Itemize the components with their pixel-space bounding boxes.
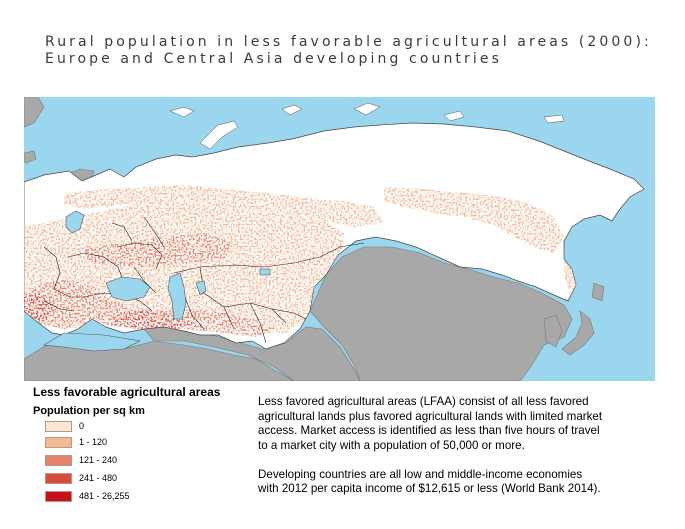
inland-seas (43, 210, 271, 352)
legend-title: Less favorable agricultural areas (33, 385, 221, 399)
map-title: Rural population in less favorable agric… (45, 34, 675, 68)
note-line: with 2012 per capita income of $12,615 o… (258, 482, 601, 495)
non-eca-land (24, 97, 605, 381)
legend-subtitle: Population per sq km (33, 405, 145, 417)
note-line: Less favored agricultural areas (LFAA) c… (258, 395, 589, 408)
map-title-line-2: Europe and Central Asia developing count… (45, 51, 502, 67)
map-panel[interactable] (24, 97, 655, 381)
legend-label-0: 0 (79, 421, 85, 431)
legend-label-1: 1 - 120 (79, 437, 108, 447)
note-lfaa-definition: Less favored agricultural areas (LFAA) c… (258, 395, 678, 453)
map-canvas (24, 97, 655, 381)
arctic-islands (169, 102, 565, 150)
note-line: access. Market access is identified as l… (258, 424, 600, 437)
map-title-line-1: Rural population in less favorable agric… (45, 34, 652, 50)
note-line: agricultural lands plus favored agricult… (258, 409, 603, 423)
legend-label-4: 481 - 26,255 (79, 491, 130, 501)
note-line: to a market city with a population of 50… (258, 438, 525, 452)
legend-swatch-1 (45, 437, 72, 448)
lfaa-coverage (24, 185, 590, 337)
notes-text: Less favored agricultural areas (LFAA) c… (258, 395, 678, 497)
legend-swatch-0 (45, 421, 72, 432)
legend-swatch-4 (45, 491, 72, 502)
legend-swatch-2 (45, 455, 72, 466)
note-line: Developing countries are all low and mid… (258, 467, 583, 481)
legend-label-2: 121 - 240 (79, 455, 118, 465)
legend-label-3: 241 - 480 (79, 473, 118, 483)
country-borders (43, 216, 365, 344)
legend-swatch-3 (45, 473, 72, 484)
note-developing-countries: Developing countries are all low and mid… (258, 468, 678, 497)
